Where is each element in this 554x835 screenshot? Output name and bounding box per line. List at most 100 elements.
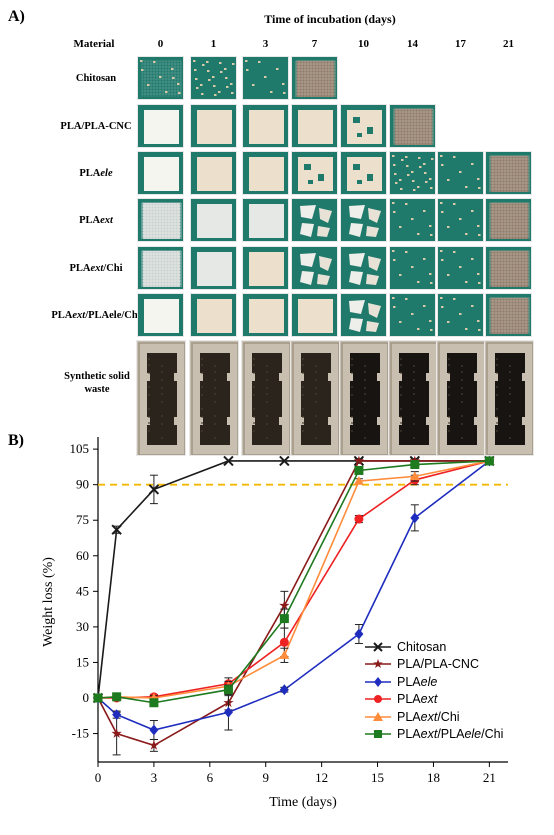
x-tick-label: 6 [207, 770, 214, 785]
sample-photo-tile [291, 198, 338, 242]
legend-entry: PLA/PLA-CNC [365, 656, 503, 674]
label-suffix: /PLAele/Chi [85, 310, 141, 321]
legend-entry: PLA ext/PLA ele/Chi [365, 726, 503, 744]
legend-entry: PLA ext/Chi [365, 708, 503, 726]
sample-photo-tile [190, 104, 237, 148]
data-point [223, 706, 233, 718]
data-point [354, 514, 364, 524]
legend-swatch [365, 695, 391, 704]
sample-photo-tile [437, 198, 484, 242]
legend-swatch [365, 711, 391, 721]
data-point [279, 684, 289, 696]
y-tick-label: 30 [76, 619, 89, 634]
data-point [223, 455, 234, 467]
sample-photo-tile [437, 293, 484, 337]
waste-tray-photo [189, 340, 239, 456]
data-point [111, 524, 122, 535]
legend-swatch [365, 659, 391, 669]
incubation-time-title: Time of incubation (days) [264, 12, 396, 26]
sample-photo-tile [340, 293, 387, 337]
data-point [410, 512, 420, 524]
sample-photo-tile [485, 151, 532, 195]
legend-label-part: PLA [397, 727, 421, 742]
sample-photo-tile [190, 198, 237, 242]
y-tick-label: 0 [83, 690, 90, 705]
data-point [111, 728, 122, 738]
sample-photo-tile [485, 246, 532, 290]
data-point [223, 685, 233, 695]
x-tick-label: 9 [262, 770, 269, 785]
label-italic: ext [100, 215, 113, 226]
sample-photo-tile [137, 198, 184, 242]
sample-photo-tile [437, 151, 484, 195]
sample-photo-tile [389, 104, 436, 148]
series-line [97, 460, 490, 731]
sample-photo-tile [242, 198, 289, 242]
sample-photo-tile [389, 246, 436, 290]
legend-label-part: PLA/PLA-CNC [397, 657, 479, 672]
sample-photo-tile [389, 198, 436, 242]
x-tick-label: 12 [315, 770, 328, 785]
x-tick-label: 15 [371, 770, 384, 785]
series-line [97, 460, 490, 704]
data-point [148, 484, 160, 495]
y-axis-label: Weight loss (%) [41, 557, 56, 647]
x-tick-label: 18 [427, 770, 440, 785]
legend-entry: PLA ext [365, 691, 503, 709]
sample-photo-tile [242, 246, 289, 290]
waste-tray-photo [136, 340, 186, 456]
sample-photo-tile [190, 151, 237, 195]
waste-tray-photo [339, 340, 389, 456]
material-row-label: PLAext/PLAele/Chi [30, 309, 162, 322]
waste-line-2: waste [84, 384, 110, 395]
material-row-label: PLAele [30, 167, 162, 180]
label-base: PLA [79, 168, 101, 179]
sample-photo-tile [389, 151, 436, 195]
day-header: 3 [262, 38, 269, 50]
data-point [354, 465, 364, 475]
weight-loss-chart: -15 0 15 30 45 60 75 90 105 0 3 6 9 12 15 18 21 Time (day… [41, 437, 508, 810]
label-base: PLA [79, 215, 101, 226]
y-tick-label: 105 [70, 441, 90, 456]
day-header: 7 [311, 38, 318, 50]
data-point [93, 693, 103, 703]
data-point [279, 650, 290, 659]
data-point [279, 637, 289, 647]
legend-label-part: PLA [397, 709, 421, 724]
data-point [279, 614, 289, 624]
legend-label-part: Chitosan [397, 639, 447, 654]
label-base: PLA [69, 263, 91, 274]
legend-label-part: ext [420, 692, 438, 707]
material-row-label: PLAext/Chi [30, 262, 162, 275]
legend-label-part: /Chi [437, 709, 460, 724]
sample-photo-tile [291, 104, 338, 148]
sample-photo-tile [291, 56, 338, 100]
data-point [148, 740, 159, 750]
material-row-label: PLA/PLA-CNC [30, 120, 162, 133]
data-point [279, 455, 290, 467]
sample-photo-tile [242, 293, 289, 337]
legend-label-part: ele [420, 674, 438, 689]
y-tick-label: 90 [76, 477, 89, 492]
sample-photo-tile [137, 246, 184, 290]
data-point [149, 724, 159, 736]
legend-label-part: ext [420, 709, 438, 724]
waste-row-label: Synthetic solid waste [42, 370, 152, 396]
data-point [353, 476, 364, 485]
panel-b-label: B) [8, 432, 24, 449]
legend-label-part: ele [464, 727, 482, 742]
sample-photo-tile [242, 56, 289, 100]
legend-swatch [365, 676, 391, 687]
sample-photo-tile [340, 104, 387, 148]
sample-photo-tile [242, 151, 289, 195]
sample-photo-tile [190, 56, 237, 100]
label-italic: ext [72, 310, 86, 321]
day-header: 10 [358, 38, 369, 50]
waste-line-1: Synthetic solid [64, 371, 130, 382]
waste-tray-photo [388, 340, 438, 456]
label-italic: ele [100, 168, 113, 179]
legend-swatch [365, 730, 391, 739]
y-tick-label: 45 [76, 583, 89, 598]
sample-photo-tile [485, 198, 532, 242]
data-point [354, 628, 364, 640]
